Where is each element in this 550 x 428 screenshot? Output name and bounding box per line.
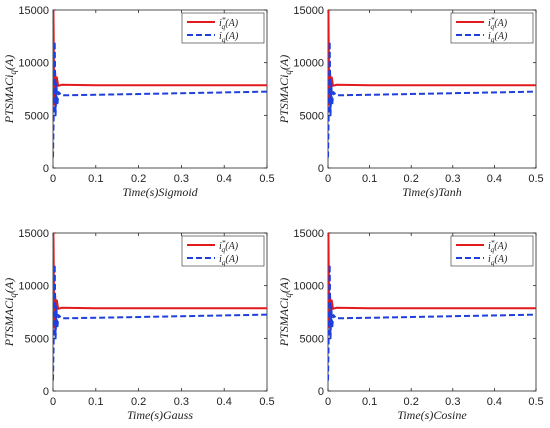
chart-panel-1: 0 0.1 0.2 0.3 0.4 0.5 0 5000 10000 15000 Time(s)Si… (2, 5, 275, 199)
x-tick-label: 0.4 (487, 173, 502, 185)
legend-label-2: iq(A) (219, 31, 239, 44)
y-tick-label: 10000 (18, 281, 49, 293)
y-tick-label: 10000 (18, 58, 49, 70)
legend: i* q(A)iq(A) (450, 12, 534, 44)
x-tick-label: 0.5 (259, 173, 274, 185)
x-tick-label: 0.5 (259, 396, 274, 408)
x-axis-label: Time(s)Sigmoid (122, 185, 198, 199)
series-line-2 (328, 263, 536, 381)
chart-panel-2: 0 0.1 0.2 0.3 0.4 0.5 0 5000 10000 15000 Time(s)Ta… (277, 5, 544, 199)
y-axis-label: PTSMACiq(A) (277, 55, 293, 125)
x-tick-label: 0 (50, 173, 56, 185)
y-tick-label: 0 (318, 386, 324, 398)
legend-box (450, 12, 534, 44)
legend-box (181, 235, 265, 267)
chart-panel-4: 0 0.1 0.2 0.3 0.4 0.5 0 5000 10000 15000 Time(s)Co… (277, 228, 544, 422)
legend-label-1: i* q(A) (488, 15, 508, 31)
x-tick-label: 0.1 (88, 396, 103, 408)
x-tick-label: 0.1 (362, 396, 377, 408)
legend-label-2: iq(A) (219, 254, 239, 267)
x-axis-label: Time(s)Cosine (397, 408, 467, 422)
y-tick-label: 15000 (18, 228, 49, 240)
x-tick-label: 0.4 (487, 396, 502, 408)
y-axis-label: PTSMACiq(A) (277, 278, 293, 348)
x-tick-label: 0.3 (174, 396, 189, 408)
x-tick-label: 0 (50, 396, 56, 408)
x-tick-label: 0.4 (217, 396, 232, 408)
legend-label-2: iq(A) (488, 254, 508, 267)
legend-label-1: i* q(A) (219, 15, 239, 31)
x-tick-label: 0.3 (445, 173, 460, 185)
legend: i* q(A)iq(A) (181, 12, 265, 44)
series-line-2 (53, 263, 267, 381)
y-tick-label: 10000 (293, 281, 324, 293)
legend: i* q(A)iq(A) (181, 235, 265, 267)
legend-label-2: iq(A) (488, 31, 508, 44)
series-group (328, 233, 536, 381)
y-tick-label: 15000 (293, 5, 324, 17)
x-tick-label: 0.5 (528, 173, 543, 185)
x-tick-label: 0.2 (131, 173, 146, 185)
x-tick-label: 0.5 (528, 396, 543, 408)
x-axis-label: Time(s)Tanh (402, 185, 462, 199)
x-tick-label: 0.3 (445, 396, 460, 408)
y-tick-label: 0 (43, 163, 49, 175)
x-axis-label: Time(s)Gauss (127, 408, 193, 422)
x-tick-label: 0 (325, 173, 331, 185)
series-group (53, 233, 267, 381)
x-tick-label: 0.1 (362, 173, 377, 185)
series-line-2 (328, 40, 536, 158)
series-line-2 (53, 40, 267, 158)
y-tick-label: 5000 (25, 333, 49, 345)
x-tick-label: 0.2 (131, 396, 146, 408)
y-axis-label: PTSMACiq(A) (2, 278, 18, 348)
x-tick-label: 0.2 (404, 396, 419, 408)
x-tick-label: 0.4 (217, 173, 232, 185)
legend-box (450, 235, 534, 267)
legend-box (181, 12, 265, 44)
x-tick-label: 0.1 (88, 173, 103, 185)
y-tick-label: 10000 (293, 58, 324, 70)
x-tick-label: 0 (325, 396, 331, 408)
y-tick-label: 15000 (18, 5, 49, 17)
x-tick-label: 0.3 (174, 173, 189, 185)
y-axis-label: PTSMACiq(A) (2, 55, 18, 125)
y-tick-label: 5000 (300, 110, 324, 122)
series-group (328, 10, 536, 158)
y-tick-label: 15000 (293, 228, 324, 240)
x-tick-label: 0.2 (404, 173, 419, 185)
y-tick-label: 5000 (300, 333, 324, 345)
y-tick-label: 0 (318, 163, 324, 175)
series-group (53, 10, 267, 158)
legend: i* q(A)iq(A) (450, 235, 534, 267)
y-tick-label: 5000 (25, 110, 49, 122)
chart-panel-3: 0 0.1 0.2 0.3 0.4 0.5 0 5000 10000 15000 Time(s)Ga… (2, 228, 275, 422)
legend-label-1: i* q(A) (488, 238, 508, 254)
legend-label-1: i* q(A) (219, 238, 239, 254)
y-tick-label: 0 (43, 386, 49, 398)
